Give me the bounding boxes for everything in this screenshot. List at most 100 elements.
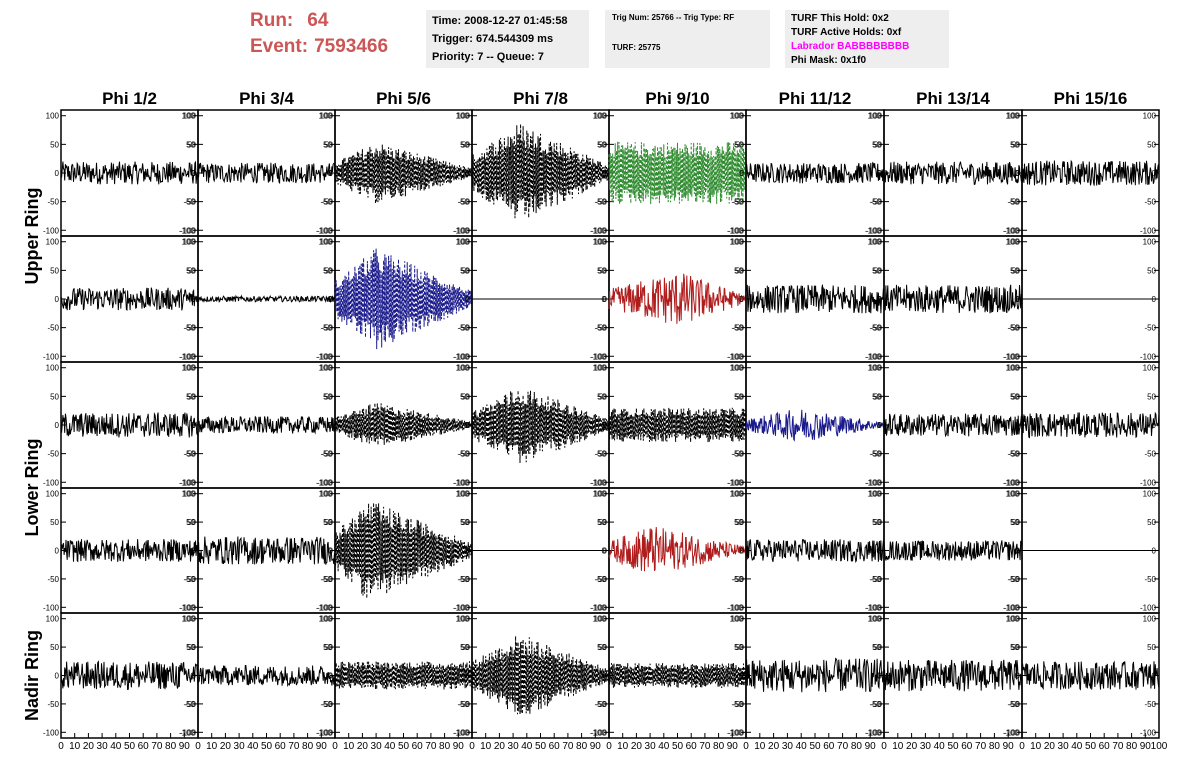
x-tick-label: 70: [151, 741, 163, 752]
y-tick-label-right: 0: [465, 295, 470, 304]
y-tick-label-left: -100: [454, 478, 471, 487]
y-tick-label-left: 100: [1007, 615, 1021, 624]
y-tick-label-left: -50: [1008, 324, 1020, 333]
y-tick-label-left: -100: [728, 226, 745, 235]
y-tick-label-left: 50: [1011, 140, 1020, 149]
y-tick-label-left: 0: [192, 421, 197, 430]
y-tick-label-left: 100: [731, 364, 745, 373]
y-tick-label-right: -50: [183, 198, 195, 207]
y-tick-label-left: -100: [43, 226, 60, 235]
y-tick-label-left: -100: [180, 603, 197, 612]
y-tick-label-right: -50: [1144, 198, 1156, 207]
y-tick-label-left: 50: [324, 643, 333, 652]
y-tick-label-left: -50: [870, 324, 882, 333]
y-tick-label-left: 0: [603, 421, 608, 430]
y-tick-label-right: -50: [457, 198, 469, 207]
column-header-6: Phi 11/12: [779, 89, 852, 108]
y-tick-label-left: 100: [320, 490, 334, 499]
y-tick-label-left: 100: [46, 615, 60, 624]
y-tick-label-left: -50: [870, 198, 882, 207]
y-tick-label-left: 100: [183, 615, 197, 624]
waveform-r2-c6: [745, 284, 885, 314]
y-tick-label-right: -100: [1140, 226, 1157, 235]
x-tick-label: 50: [261, 741, 273, 752]
y-tick-label-right: -50: [869, 198, 881, 207]
x-tick-label: 10: [892, 741, 904, 752]
y-tick-label-left: 50: [1011, 392, 1020, 401]
x-tick-label: 50: [535, 741, 547, 752]
y-tick-label-left: 0: [55, 672, 60, 681]
x-tick-label: 50: [124, 741, 136, 752]
panel-r4-c5: -100 -100 -50 -50 0 0 50 50 100 100: [591, 487, 747, 614]
y-tick-label-left: 0: [878, 547, 883, 556]
y-tick-label-right: 100: [319, 615, 333, 624]
y-tick-label-right: -100: [453, 352, 470, 361]
y-tick-label-left: -50: [47, 575, 59, 584]
y-tick-label-left: -100: [728, 728, 745, 737]
x-tick-label: 20: [494, 741, 506, 752]
y-tick-label-right: -50: [594, 575, 606, 584]
x-tick-label: 90: [727, 741, 739, 752]
panel-r3-c7: -100 -100 -50 -50 0 0 50 50 100 100: [866, 361, 1023, 489]
run-label: Run:: [250, 10, 294, 31]
y-tick-label-right: -100: [865, 352, 882, 361]
x-tick-label: 10: [206, 741, 218, 752]
x-tick-label: 20: [768, 741, 780, 752]
waveform-r1-c4: [471, 123, 610, 219]
y-tick-label-right: -50: [320, 575, 332, 584]
y-tick-label-left: -50: [870, 450, 882, 459]
y-tick-label-left: -50: [1008, 450, 1020, 459]
turf-hold-text: TURF This Hold: 0x2: [791, 13, 889, 24]
y-tick-label-left: 100: [1007, 490, 1021, 499]
y-tick-label-left: 50: [873, 643, 882, 652]
y-tick-label-left: 100: [1007, 238, 1021, 247]
x-tick-label: 70: [837, 741, 849, 752]
y-tick-label-left: 0: [878, 169, 883, 178]
y-tick-label-left: 50: [1011, 643, 1020, 652]
waveform-r4-c1: [60, 539, 199, 563]
y-tick-label-right: 100: [730, 364, 744, 373]
y-tick-label-right: -50: [183, 450, 195, 459]
y-tick-label-right: 100: [319, 364, 333, 373]
y-tick-label-right: -100: [1140, 728, 1157, 737]
y-tick-label-right: -100: [316, 478, 333, 487]
y-tick-label-left: -100: [591, 728, 608, 737]
x-tick-label: 50: [398, 741, 410, 752]
y-tick-label-left: 50: [598, 392, 607, 401]
x-tick-label: 90: [316, 741, 328, 752]
y-tick-label-left: 50: [324, 140, 333, 149]
y-tick-label-right: 50: [597, 518, 606, 527]
y-tick-label-left: -50: [595, 198, 607, 207]
x-tick-label: 0: [332, 741, 338, 752]
x-tick-label: 0: [606, 741, 612, 752]
x-tick-label: 80: [439, 741, 451, 752]
x-tick-label: 40: [934, 741, 946, 752]
y-tick-label-left: 0: [1016, 421, 1021, 430]
y-tick-label-left: -100: [866, 728, 883, 737]
y-tick-label-left: 100: [869, 490, 883, 499]
y-tick-label-left: 0: [192, 169, 197, 178]
y-tick-label-right: 50: [186, 140, 195, 149]
y-tick-label-left: 50: [873, 518, 882, 527]
waveform-r4-c3: [334, 502, 473, 599]
y-tick-label-left: 50: [1011, 266, 1020, 275]
y-tick-label-left: 50: [598, 643, 607, 652]
y-tick-label-right: -50: [594, 450, 606, 459]
x-tick-label: 40: [521, 741, 533, 752]
y-tick-label-right: 100: [868, 364, 882, 373]
y-tick-label-left: 50: [1011, 518, 1020, 527]
y-tick-label-right: 100: [1143, 615, 1157, 624]
y-tick-label-right: -100: [179, 226, 196, 235]
x-tick-label: 10: [1030, 741, 1042, 752]
y-tick-label-right: 100: [456, 112, 470, 121]
y-tick-label-left: 50: [187, 392, 196, 401]
waveform-r2-c1: [60, 287, 199, 311]
y-tick-label-left: 0: [329, 672, 334, 681]
y-tick-label-left: 50: [735, 392, 744, 401]
y-tick-label-left: 100: [320, 615, 334, 624]
